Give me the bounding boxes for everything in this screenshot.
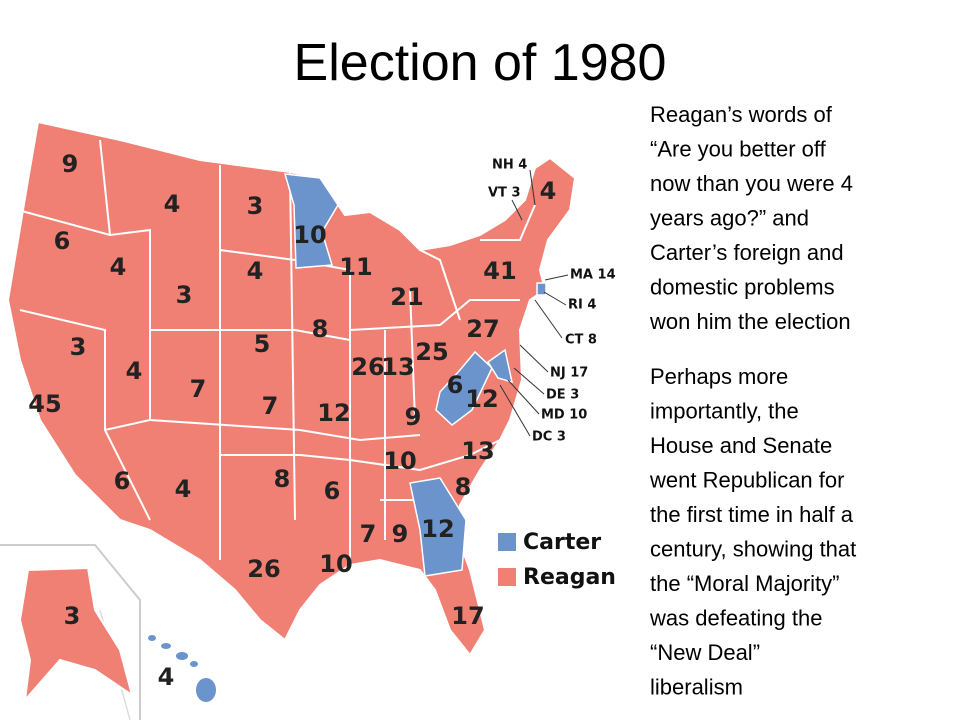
paragraph-line: “Are you better off xyxy=(650,137,827,162)
small-state-label: NJ 17 xyxy=(550,366,588,381)
state-label: 7 xyxy=(190,375,207,403)
hawaii xyxy=(148,635,216,702)
maryland xyxy=(486,348,514,384)
legend-swatch xyxy=(498,533,516,551)
state-label: 9 xyxy=(405,403,422,431)
paragraph-line: “New Deal” xyxy=(650,640,760,665)
state-label: 8 xyxy=(312,315,329,343)
paragraph-line: the “Moral Majority” xyxy=(650,571,839,596)
state-label: 9 xyxy=(392,520,409,548)
state-label: 9 xyxy=(62,150,79,178)
paragraph-line: now than you were 4 xyxy=(650,171,853,196)
paragraph-line: House and Senate xyxy=(650,433,832,458)
state-label: 4 xyxy=(110,253,127,281)
state-label: 21 xyxy=(390,283,423,311)
slide-title: Election of 1980 xyxy=(294,34,667,92)
paragraph-line: Carter’s foreign and xyxy=(650,240,844,265)
state-label: 10 xyxy=(319,550,352,578)
state-label: 8 xyxy=(274,465,291,493)
state-label: 6 xyxy=(447,371,464,399)
leader-lines xyxy=(499,169,569,437)
small-state-label: VT 3 xyxy=(488,186,521,201)
paragraph-line: domestic problems xyxy=(650,275,835,300)
small-state-label: CT 8 xyxy=(565,333,597,348)
paragraph-line: century, showing that xyxy=(650,537,856,562)
carter-states xyxy=(283,173,547,577)
state-label: 4 xyxy=(164,190,181,218)
state-label: 45 xyxy=(28,390,61,418)
small-state-label: MA 14 xyxy=(570,268,616,283)
state-label: 3 xyxy=(247,192,264,220)
alaska xyxy=(18,566,134,704)
paragraph-line: won him the election xyxy=(649,309,851,334)
state-label: 5 xyxy=(254,330,271,358)
state-label: 10 xyxy=(383,447,416,475)
georgia xyxy=(409,477,467,577)
state-label: 26 xyxy=(351,353,384,381)
west-virginia xyxy=(435,350,493,426)
state-label: 13 xyxy=(381,353,414,381)
legend-label: Carter xyxy=(523,530,601,555)
inset-frame xyxy=(0,544,141,720)
legend-swatch xyxy=(498,568,516,586)
minnesota xyxy=(283,173,339,269)
state-label: 25 xyxy=(415,338,448,366)
state-label: 27 xyxy=(466,315,499,343)
state-label: 26 xyxy=(247,555,280,583)
state-label: 4 xyxy=(158,663,175,691)
paragraph-line: importantly, the xyxy=(650,399,799,424)
paragraph-line: was defeating the xyxy=(649,606,822,631)
state-label: 12 xyxy=(421,515,454,543)
paragraph-line: the first time in half a xyxy=(650,502,854,527)
state-label: 10 xyxy=(293,221,326,249)
paragraph-line: years ago?” and xyxy=(650,206,809,231)
state-label: 3 xyxy=(70,333,87,361)
state-label: 17 xyxy=(451,602,484,630)
state-label: 7 xyxy=(360,520,377,548)
paragraph-line: went Republican for xyxy=(649,468,844,493)
state-label: 12 xyxy=(465,385,498,413)
state-label: 8 xyxy=(455,473,472,501)
small-state-label: DE 3 xyxy=(546,388,579,403)
map xyxy=(0,120,577,720)
state-label: 13 xyxy=(461,437,494,465)
state-label: 3 xyxy=(64,602,81,630)
state-label: 3 xyxy=(176,281,193,309)
rhode-island xyxy=(536,282,547,296)
state-label: 12 xyxy=(317,399,350,427)
state-label: 41 xyxy=(483,257,516,285)
small-state-label: NH 4 xyxy=(492,158,527,173)
state-label: 6 xyxy=(114,467,131,495)
small-state-label: MD 10 xyxy=(541,408,587,423)
state-label: 6 xyxy=(54,227,71,255)
paragraph-line: liberalism xyxy=(650,675,743,700)
state-label: 4 xyxy=(175,475,192,503)
paragraph-line: Reagan’s words of xyxy=(650,102,833,127)
small-state-label: DC 3 xyxy=(532,430,566,445)
state-label: 11 xyxy=(339,253,372,281)
state-label: 4 xyxy=(247,257,264,285)
paragraph-line: Perhaps more xyxy=(650,364,788,389)
state-label: 7 xyxy=(262,392,279,420)
state-label: 4 xyxy=(126,357,143,385)
small-state-label: RI 4 xyxy=(568,298,596,313)
state-label: 4 xyxy=(540,177,557,205)
state-label: 6 xyxy=(324,477,341,505)
legend-label: Reagan xyxy=(523,565,616,590)
